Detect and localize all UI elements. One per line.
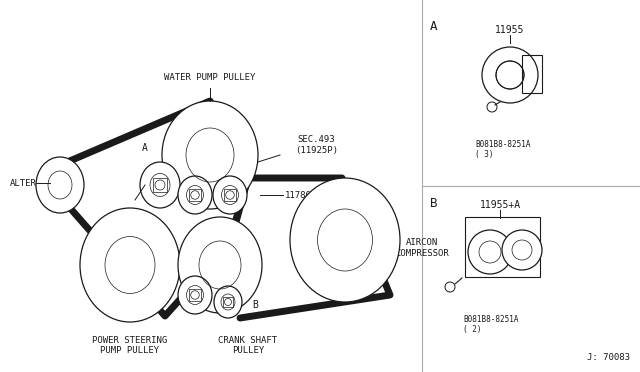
Ellipse shape: [290, 178, 400, 302]
Text: CRANK SHAFT
PULLEY: CRANK SHAFT PULLEY: [218, 336, 278, 355]
Bar: [189, 289, 201, 301]
Text: 11780N: 11780N: [285, 190, 317, 199]
Text: B: B: [430, 197, 438, 210]
Ellipse shape: [468, 230, 512, 274]
Text: J: 70083: J: 70083: [587, 353, 630, 362]
Text: 11950N: 11950N: [115, 215, 147, 224]
Ellipse shape: [178, 217, 262, 313]
Text: SEC.493
(11925P): SEC.493 (11925P): [295, 135, 338, 155]
Text: A: A: [142, 143, 148, 153]
Text: AIRCON
COMPRESSOR: AIRCON COMPRESSOR: [395, 238, 449, 258]
Bar: [189, 189, 201, 201]
Text: POWER STEERING
PUMP PULLEY: POWER STEERING PUMP PULLEY: [92, 336, 168, 355]
Ellipse shape: [482, 47, 538, 103]
Text: ALTERNATOR: ALTERNATOR: [10, 179, 64, 187]
Text: B081B8-8251A
( 2): B081B8-8251A ( 2): [463, 315, 518, 334]
Text: A: A: [430, 20, 438, 33]
Ellipse shape: [80, 208, 180, 322]
Bar: [153, 178, 167, 192]
Text: 11955+A: 11955+A: [479, 200, 520, 210]
Bar: [223, 297, 233, 307]
Ellipse shape: [178, 176, 212, 214]
Ellipse shape: [140, 162, 180, 208]
Text: B: B: [252, 300, 258, 310]
Ellipse shape: [36, 157, 84, 213]
Bar: [224, 189, 236, 201]
Ellipse shape: [178, 276, 212, 314]
Text: B081B8-8251A
( 3): B081B8-8251A ( 3): [475, 140, 531, 159]
Text: WATER PUMP PULLEY: WATER PUMP PULLEY: [164, 73, 256, 82]
Ellipse shape: [162, 101, 258, 209]
Ellipse shape: [214, 286, 242, 318]
Text: 11955: 11955: [495, 25, 525, 35]
Ellipse shape: [213, 176, 247, 214]
Ellipse shape: [502, 230, 542, 270]
